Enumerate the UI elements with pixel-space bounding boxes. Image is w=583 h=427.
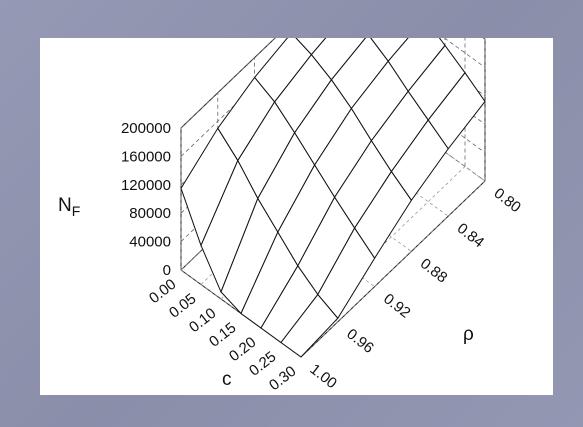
z-tick-label: 0 [163, 262, 171, 279]
rho-tick-label: 0.96 [343, 326, 376, 357]
z-axis-label: NF [58, 195, 80, 219]
rho-tick-label: 0.80 [491, 185, 524, 216]
rho-tick-label: 0.92 [380, 290, 413, 321]
surface-mesh [180, 38, 486, 358]
rho-tick-label: 1.00 [307, 361, 340, 392]
z-tick-label: 200000 [121, 120, 171, 137]
z-tick-label: 80000 [129, 205, 171, 222]
rho-axis-label: ρ [463, 324, 474, 345]
surface-cell [280, 293, 339, 358]
z-gridline [180, 38, 276, 129]
z-tick-label: 40000 [129, 234, 171, 251]
rho-tick-label: 0.84 [454, 220, 487, 251]
surface-plot: 200000160000120000800004000000.000.050.1… [58, 38, 524, 394]
plot-panel: 200000 160000 120000 80000 40000 0 0.00 0.05 0.1… [40, 38, 553, 395]
rho-tick-label: 0.88 [417, 255, 450, 286]
z-tick-label: 160000 [121, 148, 171, 165]
z-axis-label-sub: F [72, 203, 81, 219]
c-axis-label: c [222, 369, 232, 390]
z-axis-label-main: N [58, 195, 72, 216]
c-floor-line [300, 180, 486, 358]
z-tick-label: 120000 [121, 177, 171, 194]
